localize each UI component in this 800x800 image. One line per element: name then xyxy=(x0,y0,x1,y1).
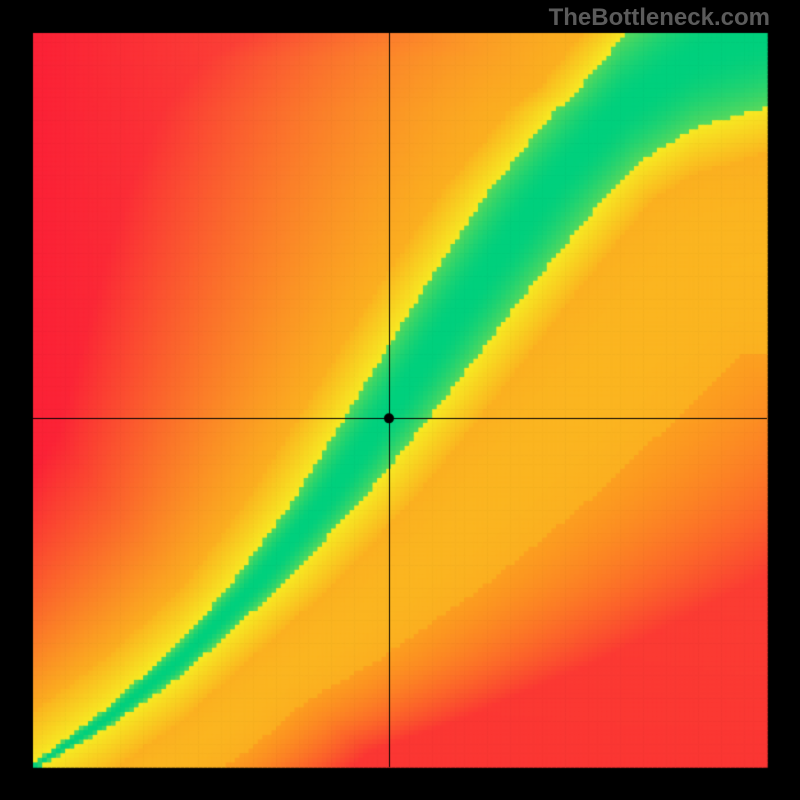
bottleneck-heatmap xyxy=(0,0,800,800)
watermark-text: TheBottleneck.com xyxy=(549,4,770,32)
